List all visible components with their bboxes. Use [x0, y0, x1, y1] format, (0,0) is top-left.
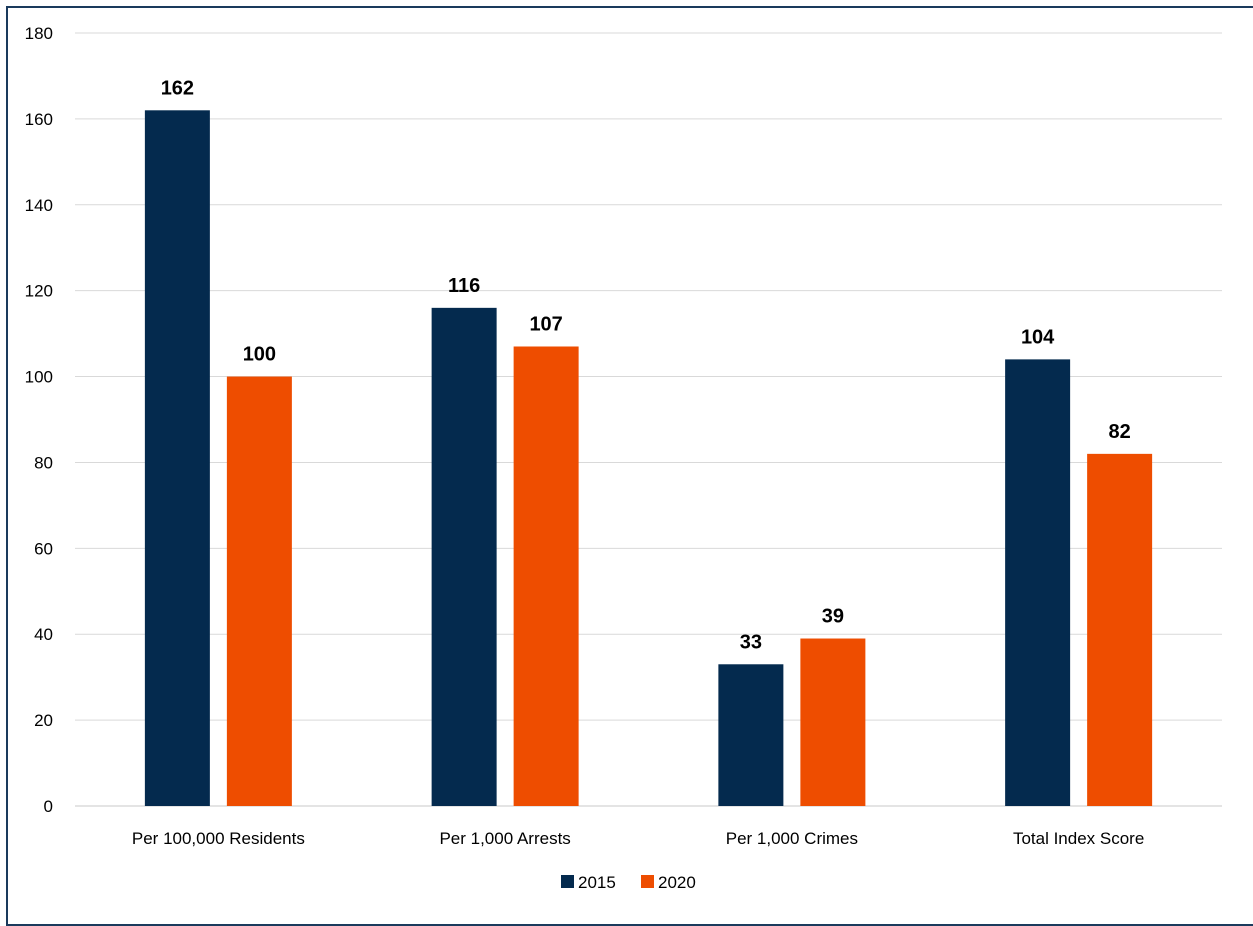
- legend: 2015 2020: [561, 873, 696, 892]
- y-tick-label: 120: [25, 282, 53, 301]
- y-tick-label: 0: [44, 797, 53, 816]
- y-tick-label: 180: [25, 24, 53, 43]
- data-labels: 162 100 116 107 33 39 104 82: [161, 77, 1131, 653]
- bar-2020: [800, 638, 866, 806]
- bar-2020: [226, 376, 292, 806]
- y-tick-label: 80: [34, 453, 53, 472]
- bar-2015: [1005, 359, 1071, 806]
- x-axis-label: Per 1,000 Crimes: [726, 829, 858, 848]
- x-axis-labels: Per 100,000 Residents Per 1,000 Arrests Pe…: [132, 829, 1144, 848]
- x-axis-label: Per 100,000 Residents: [132, 829, 305, 848]
- x-axis-label: Per 1,000 Arrests: [439, 829, 570, 848]
- legend-swatch-2020: [641, 875, 654, 888]
- y-tick-label: 100: [25, 368, 53, 387]
- data-label: 33: [740, 631, 762, 653]
- data-label: 39: [822, 606, 844, 628]
- bar-2020: [513, 346, 579, 806]
- bar-2015: [144, 110, 210, 807]
- x-axis-label: Total Index Score: [1013, 829, 1144, 848]
- bar-2015: [431, 307, 497, 806]
- data-label: 107: [529, 313, 562, 335]
- legend-swatch-2015: [561, 875, 574, 888]
- y-tick-label: 20: [34, 711, 53, 730]
- y-tick-label: 140: [25, 196, 53, 215]
- y-tick-label: 60: [34, 539, 53, 558]
- legend-label: 2015: [578, 873, 616, 892]
- data-label: 82: [1109, 421, 1131, 443]
- legend-label: 2020: [658, 873, 696, 892]
- y-tick-label: 160: [25, 110, 53, 129]
- data-label: 116: [448, 275, 480, 297]
- bar-2020: [1087, 453, 1153, 806]
- y-axis-ticks: 0 20 40 60 80 100 120 140 160 180: [25, 24, 53, 816]
- data-label: 100: [243, 344, 276, 366]
- bar-2015: [718, 664, 784, 806]
- bars: [144, 110, 1153, 807]
- data-label: 104: [1021, 326, 1055, 348]
- data-label: 162: [161, 77, 194, 99]
- y-tick-label: 40: [34, 625, 53, 644]
- bar-chart: 0 20 40 60 80 100 120 140 160 180 162 100 116 107 33 3…: [25, 24, 1222, 892]
